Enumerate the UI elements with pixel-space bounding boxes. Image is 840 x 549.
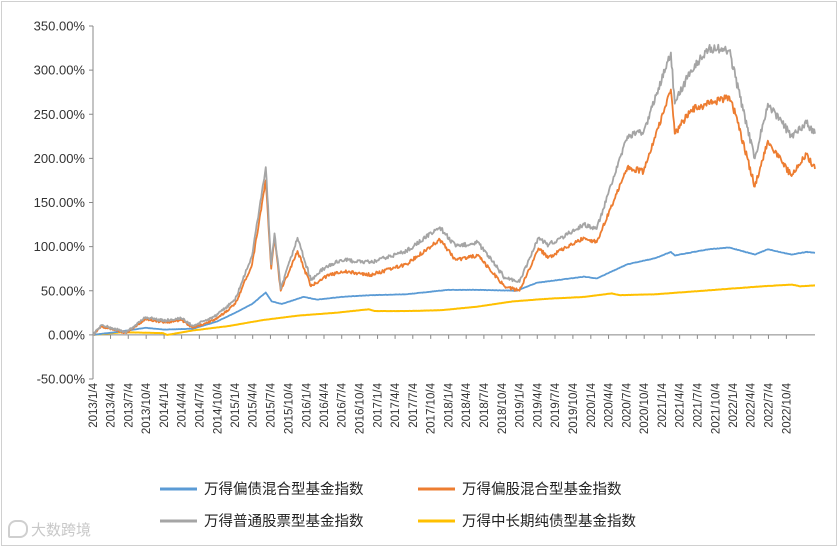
y-tick-label: 0.00% (48, 327, 85, 342)
legend-label: 万得偏股混合型基金指数 (462, 481, 622, 498)
x-tick-label: 2022/4/4 (746, 382, 758, 427)
x-tick-label: 2017/10/4 (426, 382, 438, 434)
x-tick-label: 2014/10/4 (212, 382, 224, 434)
y-tick-label: -50.00% (37, 372, 86, 387)
series-line-3 (92, 283, 816, 336)
x-tick-label: 2018/10/4 (497, 382, 509, 434)
x-tick-label: 2020/4/4 (604, 382, 616, 427)
series-line-2 (92, 43, 816, 336)
x-tick-label: 2016/1/4 (301, 382, 313, 427)
x-tick-label: 2015/10/4 (283, 382, 295, 434)
x-tick-label: 2013/10/4 (141, 382, 153, 434)
x-tick-label: 2021/1/4 (657, 382, 669, 427)
x-tick-label: 2022/7/4 (763, 382, 775, 427)
x-tick-label: 2014/1/4 (159, 382, 171, 427)
x-tick-label: 2021/7/4 (692, 382, 704, 427)
x-tick-label: 2016/4/4 (319, 382, 331, 427)
legend-label: 万得偏债混合型基金指数 (204, 481, 364, 498)
x-tick-label: 2022/1/4 (728, 382, 740, 427)
x-tick-label: 2014/4/4 (177, 382, 189, 427)
x-tick-label: 2016/7/4 (337, 382, 349, 427)
x-tick-label: 2019/1/4 (515, 382, 527, 427)
x-tick-label: 2015/7/4 (265, 382, 277, 427)
x-tick-label: 2020/10/4 (639, 382, 651, 434)
y-tick-label: 150.00% (34, 195, 86, 210)
y-tick-label: 350.00% (34, 19, 86, 34)
y-axis-ticks: -50.00% 0.00% 50.00% 100.00% 150.00% 200.00% 2… (34, 19, 93, 387)
x-tick-label: 2017/4/4 (390, 382, 402, 427)
x-tick-label: 2015/1/4 (230, 382, 242, 427)
x-tick-label: 2013/7/4 (123, 382, 135, 427)
y-tick-label: 250.00% (34, 107, 86, 122)
x-tick-label: 2020/7/4 (621, 382, 633, 427)
watermark-text: 大数跨境 (31, 521, 92, 539)
x-tick-label: 2013/4/4 (106, 382, 118, 427)
x-tick-label: 2018/7/4 (479, 382, 491, 427)
legend-label: 万得中长期纯债型基金指数 (462, 513, 636, 530)
y-tick-label: 50.00% (41, 283, 86, 298)
legend-label: 万得普通股票型基金指数 (204, 513, 364, 530)
series-line-1 (92, 88, 816, 336)
y-tick-label: 100.00% (34, 239, 86, 254)
y-tick-label: 300.00% (34, 63, 86, 78)
x-tick-label: 2022/10/4 (781, 382, 793, 434)
x-tick-label: 2019/7/4 (550, 382, 562, 427)
series-lines (92, 43, 816, 336)
x-tick-label: 2017/7/4 (408, 382, 420, 427)
x-tick-label: 2015/4/4 (248, 382, 260, 427)
x-tick-label: 2018/4/4 (461, 382, 473, 427)
x-tick-label: 2020/1/4 (586, 382, 598, 427)
x-tick-label: 2021/10/4 (710, 382, 722, 434)
x-axis-ticks: 2013/1/4 2013/4/4 2013/7/4 2013/10/4 2014/1/… (88, 334, 793, 434)
x-tick-label: 2013/1/4 (88, 382, 100, 427)
x-tick-label: 2017/1/4 (373, 382, 385, 427)
x-tick-label: 2014/7/4 (194, 382, 206, 427)
watermark-logo-icon (8, 520, 28, 538)
x-tick-label: 2019/4/4 (532, 382, 544, 427)
watermark: 大数跨境 (8, 519, 91, 540)
x-tick-label: 2019/10/4 (568, 382, 580, 434)
x-tick-label: 2016/10/4 (355, 382, 367, 434)
series-line-0 (92, 246, 816, 336)
x-tick-label: 2021/4/4 (675, 382, 687, 427)
x-tick-label: 2018/1/4 (444, 382, 456, 427)
y-tick-label: 200.00% (34, 151, 86, 166)
